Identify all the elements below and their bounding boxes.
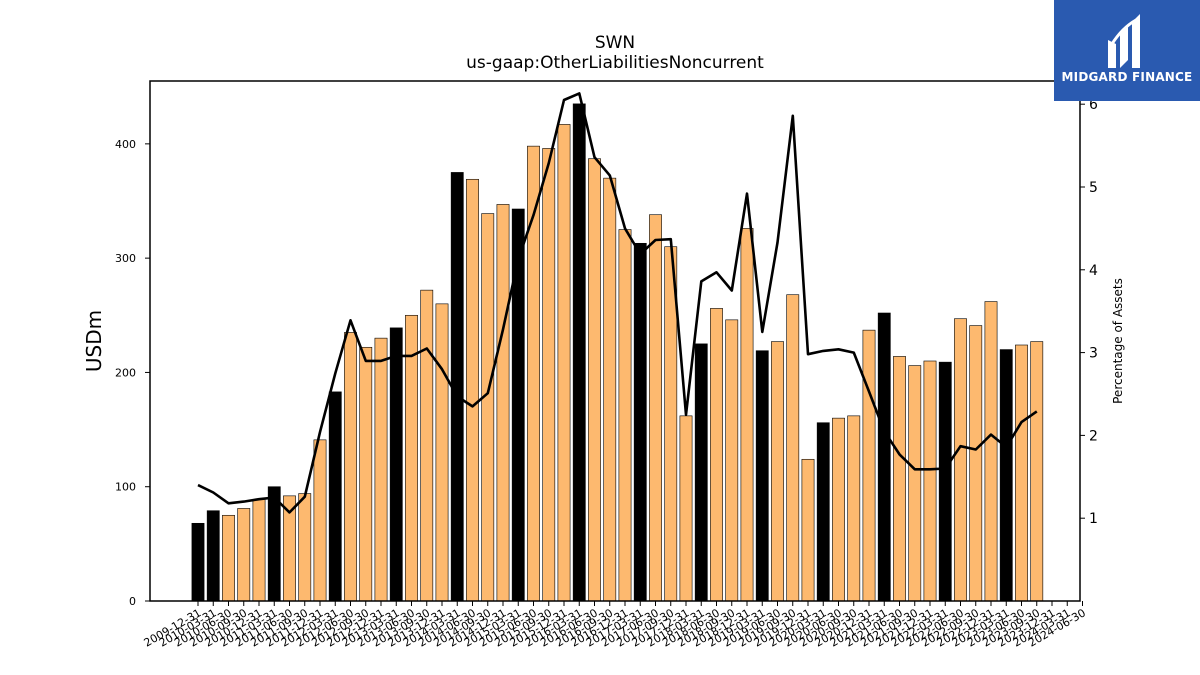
bar-2012-09-30: [359, 346, 373, 602]
bar-2021-09-30: [908, 365, 922, 602]
bar-2017-06-30: [649, 214, 662, 602]
y-axis-label: USDm: [82, 310, 106, 372]
y-tick-label: 200: [115, 366, 136, 379]
y2-tick-label: 6: [1089, 97, 1098, 113]
bar-2017-12-31: [679, 415, 693, 602]
bar-2015-09-30: [542, 148, 556, 602]
bar-2018-09-30: [725, 319, 739, 602]
bar-2011-12-31: [313, 439, 327, 602]
bar-2014-09-30: [481, 213, 495, 602]
bar-2018-06-30: [710, 308, 723, 602]
midgard-logo-icon: [1108, 14, 1140, 68]
bar-2010-09-30: [237, 508, 251, 602]
bar-2010-06-30: [222, 514, 235, 602]
brand-logo: MIDGARD FINANCE: [1054, 0, 1200, 101]
bar-2022-09-30: [969, 325, 983, 602]
bar-2013-09-30: [420, 289, 434, 602]
bar-2013-06-30: [405, 314, 418, 602]
y-axis-left: 0 100 200 300 400: [115, 138, 150, 608]
bar-2019-03-31: [755, 350, 769, 602]
bar-2019-12-31: [801, 458, 815, 602]
bar-2023-06-30: [1015, 344, 1028, 602]
bar-2010-12-31: [252, 498, 266, 602]
bar-2016-09-30: [603, 177, 617, 602]
bar-2009-12-31: [191, 522, 205, 602]
bar-2012-03-31: [328, 391, 342, 602]
bar-2022-12-31: [984, 301, 998, 602]
y-tick-label: 300: [115, 252, 136, 265]
plot-frame: [149, 80, 1081, 602]
x-axis: 2009-12-312010-03-312010-06-302010-09-30…: [142, 601, 1088, 650]
bar-2014-06-30: [466, 178, 479, 602]
bar-2012-06-30: [344, 332, 357, 602]
y-axis-right: 1 2 3 4 5 6: [1080, 97, 1098, 527]
bar-2016-12-31: [618, 229, 632, 602]
bar-2016-03-31: [572, 103, 586, 602]
bar-2022-06-30: [954, 318, 967, 602]
y2-tick-label: 1: [1089, 511, 1098, 527]
bar-2020-12-31: [862, 329, 876, 602]
bar-2019-09-30: [786, 294, 800, 602]
bar-2020-06-30: [832, 417, 845, 602]
bar-2017-03-31: [633, 242, 647, 602]
bar-2012-12-31: [374, 337, 388, 602]
brand-name: MIDGARD FINANCE: [1061, 70, 1193, 84]
bar-2020-03-31: [816, 422, 830, 602]
y2-axis-label: Percentage of Assets: [1111, 278, 1125, 404]
bar-2020-09-30: [847, 415, 861, 602]
y2-tick-label: 2: [1089, 428, 1098, 444]
percentage-line: [197, 92, 1038, 514]
bar-2019-06-30: [771, 341, 784, 602]
bar-2021-12-31: [923, 360, 937, 602]
bar-2015-03-31: [511, 208, 525, 602]
chart-subtitle: us-gaap:OtherLiabilitiesNoncurrent: [466, 53, 764, 73]
bar-2011-03-31: [267, 486, 281, 602]
bar-2015-12-31: [557, 124, 571, 602]
y2-tick-label: 4: [1089, 263, 1098, 279]
bar-2013-12-31: [435, 303, 449, 602]
bar-2022-03-31: [938, 361, 952, 602]
bar-2013-03-31: [389, 327, 403, 602]
y-tick-label: 400: [115, 138, 136, 151]
bar-2011-09-30: [298, 493, 312, 602]
bar-2018-03-31: [694, 343, 708, 602]
y-tick-label: 0: [129, 595, 136, 608]
y2-tick-label: 3: [1089, 346, 1098, 362]
chart-title: SWN: [595, 33, 635, 53]
bar-group: [191, 103, 1044, 602]
bar-2021-03-31: [877, 312, 891, 602]
bar-2018-12-31: [740, 228, 754, 602]
bar-2016-06-30: [588, 158, 601, 602]
bar-2023-09-30: [1030, 341, 1044, 602]
bar-2014-12-31: [496, 204, 510, 602]
y-tick-label: 100: [115, 481, 136, 494]
bar-2010-03-31: [206, 510, 220, 602]
bar-2023-03-31: [999, 349, 1013, 602]
y2-tick-label: 5: [1089, 180, 1098, 196]
bar-2021-06-30: [893, 356, 906, 602]
line-group: [197, 92, 1038, 514]
